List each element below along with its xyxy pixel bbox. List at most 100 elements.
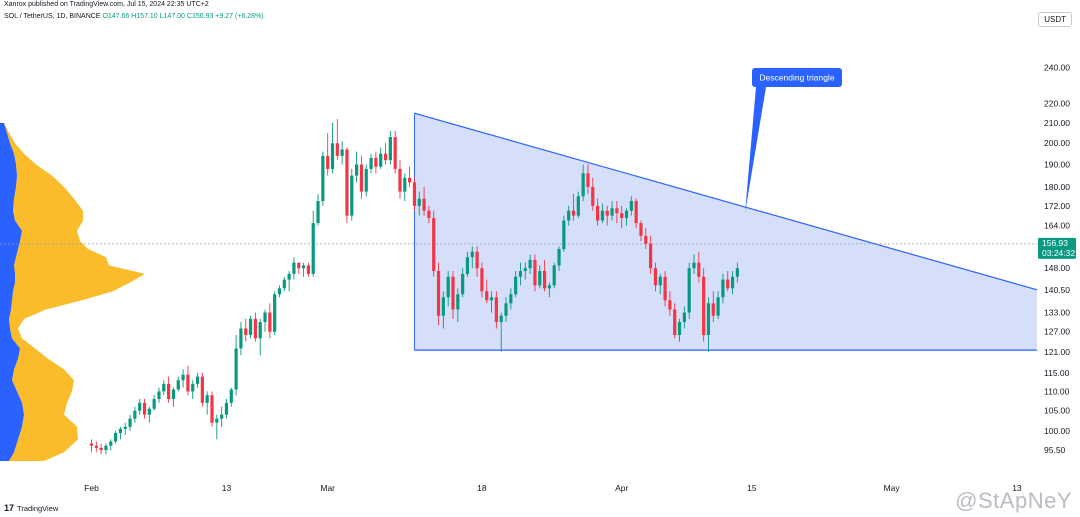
candle-body [538, 271, 541, 285]
candle-body [206, 395, 209, 403]
candle-body [586, 173, 589, 187]
candle-body [297, 263, 300, 269]
candle-body [254, 319, 257, 338]
candle-body [263, 313, 266, 322]
price-tick-label: 110.00 [1044, 386, 1070, 396]
last-price-value: 156.93 [1042, 238, 1068, 248]
candle-body [172, 389, 175, 398]
candle [553, 263, 556, 289]
candle-body [302, 265, 305, 268]
candle-body [726, 280, 729, 289]
candle-body [326, 156, 329, 169]
candle-body [148, 409, 151, 415]
candle-body [196, 377, 199, 384]
candle-body [504, 303, 507, 315]
candle-body [514, 277, 517, 295]
candle-body [249, 319, 252, 335]
candle-body [659, 277, 662, 286]
candle-body [582, 173, 585, 196]
candle-body [191, 384, 194, 391]
candle-body [451, 277, 454, 310]
candle-body [601, 211, 604, 221]
candle-body [201, 377, 204, 403]
price-tick-label: 121.00 [1044, 347, 1070, 357]
tradingview-brand[interactable]: 17 TradingView [4, 503, 58, 513]
price-tick-label: 164.00 [1044, 221, 1070, 231]
symbol-label[interactable]: SOL / TetherUS, 1D, BINANCE [4, 13, 100, 20]
price-tick-label: 180.00 [1044, 182, 1070, 192]
candle [562, 216, 565, 252]
candle-body [336, 143, 339, 156]
candle-body [663, 277, 666, 301]
time-tick-label: Mar [320, 483, 335, 493]
candle-body [235, 348, 238, 389]
candle-body [413, 182, 416, 205]
candle-body [278, 288, 281, 294]
candle-body [567, 211, 570, 221]
candle-body [143, 403, 146, 415]
candle-body [268, 313, 271, 332]
candle-body [437, 271, 440, 316]
time-tick-label: Feb [84, 483, 99, 493]
candle-body [365, 169, 368, 192]
price-tick-label: 115.00 [1044, 368, 1070, 378]
candle-body [181, 375, 184, 380]
candle [413, 178, 416, 211]
candle-body [90, 444, 93, 446]
candle-body [220, 415, 223, 419]
candle-body [157, 391, 160, 399]
candle-body [596, 206, 599, 221]
candle-body [591, 187, 594, 206]
candle-body [572, 211, 575, 216]
candle-body [379, 154, 382, 167]
candle-body [432, 218, 435, 271]
price-tick-label: 172.00 [1044, 201, 1070, 211]
candle [201, 373, 204, 407]
candle-body [259, 322, 262, 338]
price-tick-label: 127.00 [1044, 327, 1070, 337]
candle-body [712, 303, 715, 315]
candle [321, 152, 324, 206]
candle-body [167, 384, 170, 399]
candle-body [133, 411, 136, 419]
candle-body [345, 150, 348, 216]
candle-body [418, 199, 421, 206]
candle-body [128, 419, 131, 427]
candle-body [384, 154, 387, 160]
candle-body [615, 208, 618, 213]
price-tick-label: 95.50 [1044, 445, 1066, 455]
candle-body [331, 143, 334, 169]
candle-body [476, 252, 479, 268]
price-tick-label: 133.00 [1044, 308, 1070, 318]
ohlc-values: O147.66 H157.10 L147.00 C156.93 +9.27 (+… [102, 13, 263, 20]
candle [345, 147, 348, 223]
candle-body [490, 297, 493, 300]
candle-body [644, 236, 647, 244]
candle-body [683, 313, 686, 322]
candle-body [447, 277, 450, 298]
candle-body [625, 211, 628, 218]
candle-body [427, 211, 430, 218]
currency-badge[interactable]: USDT [1038, 12, 1072, 27]
candle-body [461, 274, 464, 294]
candle-body [509, 294, 512, 303]
candle-body [485, 291, 488, 300]
candle [350, 169, 353, 221]
candle-body [707, 303, 710, 335]
candle-body [124, 427, 127, 429]
candle-body [654, 268, 657, 285]
candle-body [288, 274, 291, 280]
candle-body [138, 403, 141, 411]
candle-body [307, 265, 310, 273]
price-tick-label: 200.00 [1044, 138, 1070, 148]
candle-body [577, 196, 580, 215]
candle-body [403, 178, 406, 192]
candle-body [215, 419, 218, 423]
candle [249, 316, 252, 339]
candle-body [321, 156, 324, 201]
candle-body [524, 268, 527, 271]
publisher-line: Xanrox published on TradingView.com, Jul… [4, 1, 209, 8]
candle-body [177, 380, 180, 389]
candle-body [529, 260, 532, 268]
